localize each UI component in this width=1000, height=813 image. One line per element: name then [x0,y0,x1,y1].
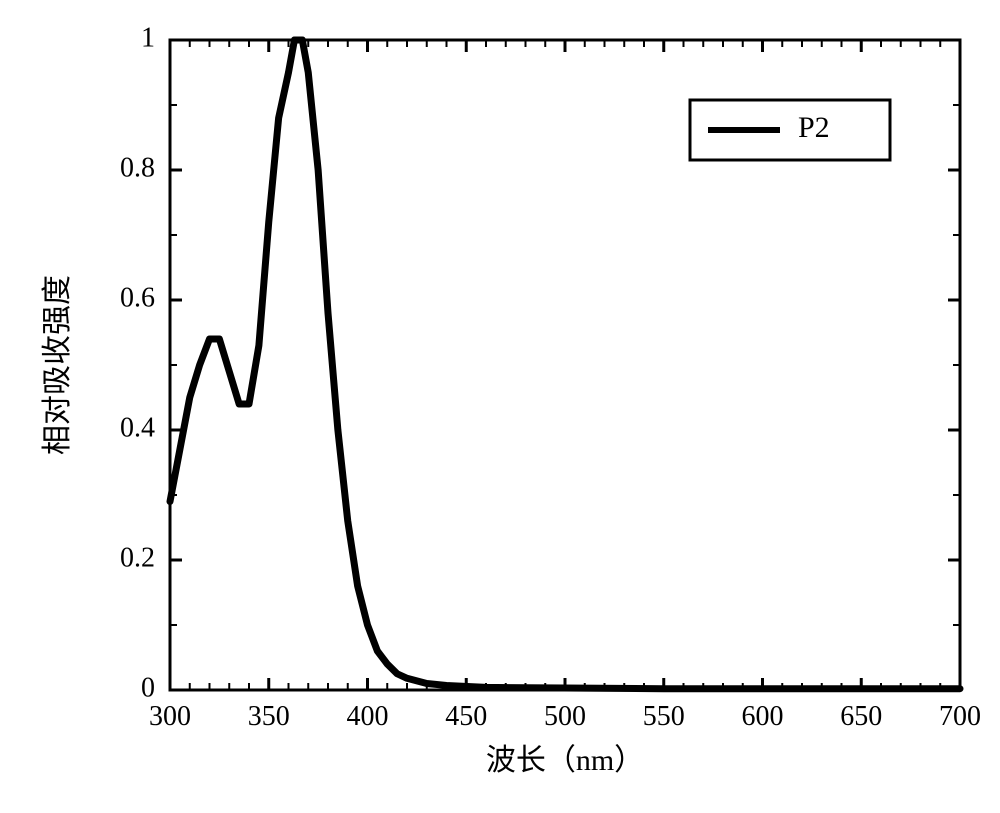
x-tick-label: 700 [939,701,981,732]
x-tick-label: 400 [347,701,389,732]
y-tick-label: 1 [141,22,155,53]
y-tick-label: 0.8 [120,152,155,183]
y-tick-label: 0 [141,672,155,703]
x-tick-label: 500 [544,701,586,732]
x-tick-label: 650 [840,701,882,732]
legend-label: P2 [798,111,830,144]
absorption-spectrum-chart: 300 350 400 450 500 550 600 650 700 0 0.2 0.4 0.6 0.8… [0,0,1000,813]
chart-svg: 300 350 400 450 500 550 600 650 700 0 0.2 0.4 0.6 0.8… [0,0,1000,813]
y-tick-label: 0.4 [120,412,155,443]
y-tick-label: 0.6 [120,282,155,313]
y-axis-label: 相对吸收强度 [41,275,74,455]
x-tick-label: 600 [742,701,784,732]
x-tick-label: 450 [445,701,487,732]
x-tick-label: 300 [149,701,191,732]
y-tick-label: 0.2 [120,542,155,573]
x-axis-label: 波长（nm） [486,744,644,777]
x-tick-label: 550 [643,701,685,732]
x-tick-label: 350 [248,701,290,732]
